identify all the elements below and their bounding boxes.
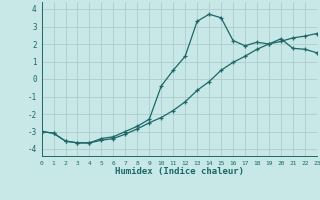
X-axis label: Humidex (Indice chaleur): Humidex (Indice chaleur) bbox=[115, 167, 244, 176]
